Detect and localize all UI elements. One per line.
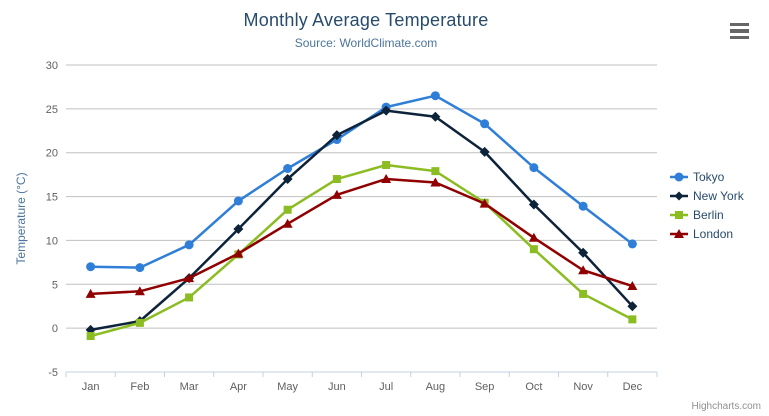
x-axis-tick-label: Jan (82, 381, 100, 393)
data-point-london-feb[interactable] (134, 286, 145, 296)
legend-label: New York (693, 189, 744, 203)
data-point-london-jul[interactable] (381, 174, 392, 184)
data-point-london-sep[interactable] (479, 198, 490, 208)
data-point-berlin-may[interactable] (283, 205, 292, 214)
data-point-tokyo-oct[interactable] (529, 163, 539, 173)
legend-item-berlin[interactable]: Berlin (670, 208, 744, 222)
data-point-new-york-apr[interactable] (233, 224, 244, 235)
triangle-marker-icon (670, 229, 688, 238)
y-axis-tick-label: 15 (46, 192, 58, 204)
legend-label: Berlin (693, 208, 724, 222)
data-point-new-york-jul[interactable] (381, 105, 392, 116)
data-point-berlin-dec[interactable] (628, 315, 637, 324)
diamond-marker-icon (670, 191, 688, 201)
data-point-berlin-mar[interactable] (185, 293, 194, 302)
legend-item-london[interactable]: London (670, 227, 744, 241)
series-line-london[interactable] (89, 177, 634, 296)
data-point-london-oct[interactable] (528, 232, 539, 242)
y-axis-title: Temperature (°C) (14, 172, 28, 264)
series-line-tokyo[interactable] (89, 94, 634, 269)
data-point-tokyo-sep[interactable] (480, 119, 490, 129)
x-axis-tick-label: Apr (230, 381, 247, 393)
x-axis-tick-label: Sep (475, 381, 495, 393)
data-point-london-aug[interactable] (430, 177, 441, 187)
legend-item-new-york[interactable]: New York (670, 189, 744, 203)
chart-legend: Tokyo New York Berlin London (670, 170, 744, 241)
data-point-tokyo-jan[interactable] (86, 262, 96, 272)
data-point-london-nov[interactable] (578, 265, 589, 275)
x-axis-tick-label: Mar (180, 381, 199, 393)
export-menu-button[interactable] (730, 20, 754, 42)
data-point-berlin-feb[interactable] (135, 318, 144, 327)
data-point-london-mar[interactable] (184, 273, 195, 283)
data-point-london-jun[interactable] (331, 189, 342, 199)
data-point-london-may[interactable] (282, 218, 293, 228)
x-axis-tick-label: Jun (328, 381, 346, 393)
data-point-new-york-aug[interactable] (430, 111, 441, 122)
hamburger-menu-icon (730, 22, 749, 27)
y-axis-tick-label: 5 (52, 279, 58, 291)
data-point-tokyo-apr[interactable] (233, 196, 243, 206)
circle-marker-icon (670, 172, 688, 182)
data-point-tokyo-mar[interactable] (184, 240, 194, 250)
x-axis-tick-label: Jul (379, 381, 393, 393)
data-point-new-york-jun[interactable] (331, 130, 342, 141)
square-marker-icon (670, 211, 688, 219)
data-point-tokyo-nov[interactable] (578, 201, 588, 211)
x-axis-tick-label: Feb (130, 381, 149, 393)
x-axis-tick-label: Dec (623, 381, 643, 393)
data-point-new-york-dec[interactable] (627, 301, 638, 312)
data-point-london-jan[interactable] (85, 288, 96, 298)
y-axis-tick-label: 20 (46, 148, 58, 160)
hamburger-menu-icon (730, 35, 749, 40)
data-point-new-york-sep[interactable] (479, 146, 490, 157)
legend-label: Tokyo (693, 170, 725, 184)
hamburger-menu-icon (730, 29, 749, 33)
x-axis-tick-label: May (277, 381, 298, 393)
data-point-london-apr[interactable] (233, 248, 244, 258)
data-point-tokyo-feb[interactable] (135, 263, 145, 273)
x-axis-tick-label: Aug (426, 381, 446, 393)
data-point-tokyo-aug[interactable] (430, 91, 440, 101)
x-axis-tick-label: Nov (573, 381, 593, 393)
data-point-berlin-jan[interactable] (86, 332, 95, 341)
y-axis-tick-label: 30 (46, 60, 58, 72)
y-axis-tick-label: 0 (52, 323, 58, 335)
data-point-tokyo-may[interactable] (283, 164, 293, 174)
data-point-berlin-jun[interactable] (332, 175, 341, 184)
series-line-berlin[interactable] (89, 163, 634, 338)
data-point-berlin-oct[interactable] (529, 245, 538, 254)
data-point-london-dec[interactable] (627, 281, 638, 291)
data-point-new-york-may[interactable] (282, 174, 293, 185)
x-axis-tick-label: Oct (525, 381, 542, 393)
credits-link[interactable]: Highcharts.com (691, 401, 761, 412)
data-point-berlin-jul[interactable] (382, 160, 391, 169)
legend-item-tokyo[interactable]: Tokyo (670, 170, 744, 184)
y-axis-tick-label: -5 (48, 367, 58, 379)
data-point-berlin-nov[interactable] (579, 289, 588, 298)
data-point-new-york-oct[interactable] (528, 199, 539, 210)
series-line-new-york[interactable] (89, 109, 634, 332)
data-point-tokyo-dec[interactable] (627, 239, 637, 249)
y-axis-tick-label: 25 (46, 104, 58, 116)
legend-label: London (693, 227, 734, 241)
data-point-berlin-aug[interactable] (431, 167, 440, 176)
y-axis-tick-label: 10 (46, 235, 58, 247)
data-point-new-york-nov[interactable] (578, 247, 589, 258)
